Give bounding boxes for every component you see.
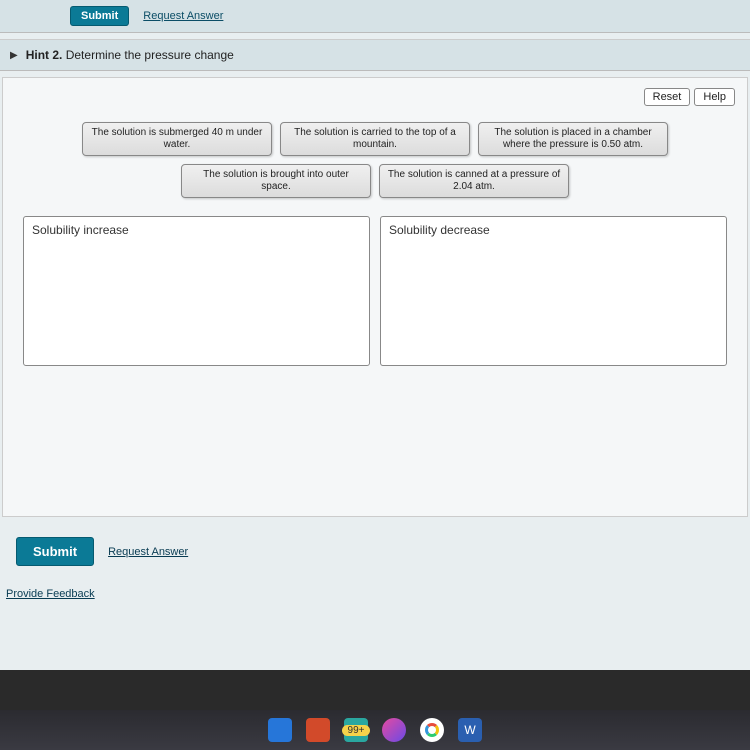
drop-zone-decrease[interactable]: Solubility decrease <box>380 216 727 366</box>
tile-item[interactable]: The solution is canned at a pressure of … <box>379 164 569 198</box>
draggable-tile-area: The solution is submerged 40 m under wat… <box>15 116 735 212</box>
help-button[interactable]: Help <box>694 88 735 106</box>
bottom-bar: Submit Request Answer <box>0 517 750 576</box>
tile-item[interactable]: The solution is submerged 40 m under wat… <box>82 122 272 156</box>
work-panel: Reset Help The solution is submerged 40 … <box>2 77 748 517</box>
tile-item[interactable]: The solution is brought into outer space… <box>181 164 371 198</box>
tile-item[interactable]: The solution is carried to the top of a … <box>280 122 470 156</box>
hint-prefix: Hint 2. <box>26 48 63 62</box>
caret-right-icon: ▶ <box>10 50 18 61</box>
taskbar: 99+ W <box>0 710 750 750</box>
drop-zone-label: Solubility decrease <box>389 223 718 237</box>
drop-zones-row: Solubility increase Solubility decrease <box>15 212 735 366</box>
top-bar: Submit Request Answer <box>0 0 750 33</box>
drop-zone-increase[interactable]: Solubility increase <box>23 216 370 366</box>
submit-button[interactable]: Submit <box>16 537 94 566</box>
request-answer-link[interactable]: Request Answer <box>108 546 188 558</box>
submit-button-top[interactable]: Submit <box>70 6 129 26</box>
drop-zone-label: Solubility increase <box>32 223 361 237</box>
reset-button[interactable]: Reset <box>644 88 691 106</box>
request-answer-link-top[interactable]: Request Answer <box>143 10 223 22</box>
taskbar-app-icon[interactable]: 99+ <box>344 718 368 742</box>
hint-label: Hint 2. Determine the pressure change <box>26 48 234 62</box>
provide-feedback-link[interactable]: Provide Feedback <box>0 576 750 600</box>
tile-item[interactable]: The solution is placed in a chamber wher… <box>478 122 668 156</box>
messenger-icon[interactable] <box>382 718 406 742</box>
word-icon[interactable]: W <box>458 718 482 742</box>
app-screen: Submit Request Answer ▶ Hint 2. Determin… <box>0 0 750 670</box>
taskbar-app-icon[interactable] <box>268 718 292 742</box>
taskbar-app-icon[interactable] <box>306 718 330 742</box>
notification-badge: 99+ <box>342 725 371 736</box>
hint-bar[interactable]: ▶ Hint 2. Determine the pressure change <box>0 39 750 71</box>
chrome-icon[interactable] <box>420 718 444 742</box>
hint-text: Determine the pressure change <box>66 48 234 62</box>
panel-controls: Reset Help <box>15 88 735 106</box>
